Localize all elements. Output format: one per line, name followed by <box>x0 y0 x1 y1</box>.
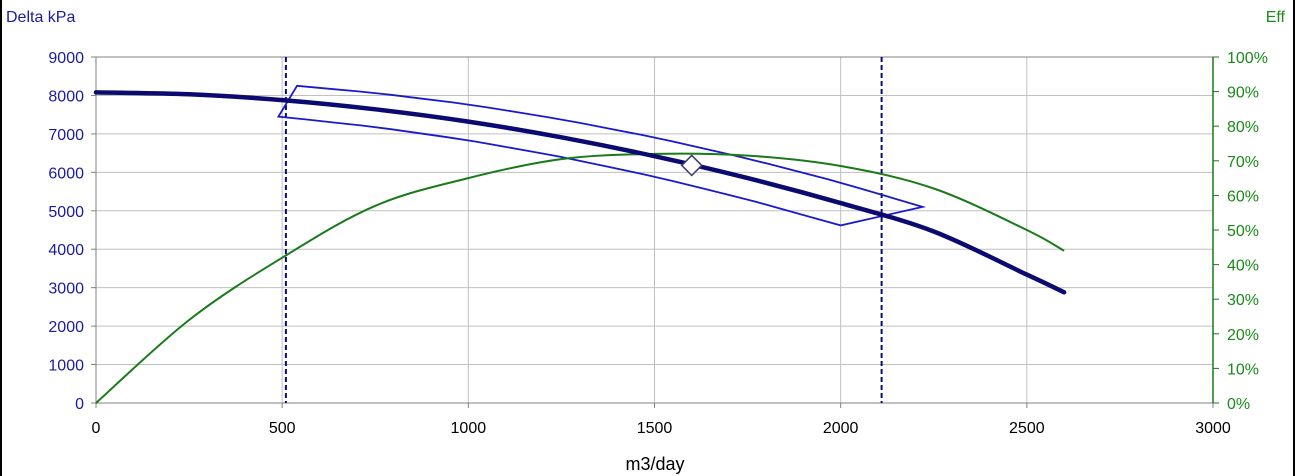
y-right-tick-label: 70% <box>1227 154 1259 171</box>
operating-point-marker <box>680 154 703 177</box>
y-right-tick-label: 10% <box>1227 361 1259 378</box>
y-right-tick-label: 0% <box>1227 396 1250 413</box>
x-tick-label: 2000 <box>823 420 859 437</box>
y-left-tick-label: 0 <box>75 396 84 413</box>
y-left-tick-label: 7000 <box>48 127 84 144</box>
x-axis-title: m3/day <box>625 454 684 474</box>
y-right-tick-label: 40% <box>1227 258 1259 275</box>
head-curve <box>93 90 1067 295</box>
x-tick-label: 0 <box>92 420 101 437</box>
y-right-tick-label: 20% <box>1227 327 1259 344</box>
x-tick-label: 3000 <box>1195 420 1231 437</box>
y-left-tick-label: 4000 <box>48 242 84 259</box>
x-tick-label: 2500 <box>1009 420 1045 437</box>
y-right-tick-label: 50% <box>1227 223 1259 240</box>
y-right-axis-title: Eff <box>1266 9 1286 26</box>
y-left-axis-title: Delta kPa <box>6 9 75 26</box>
x-tick-label: 1000 <box>451 420 487 437</box>
y-right-tick-label: 30% <box>1227 292 1259 309</box>
y-left-tick-label: 6000 <box>48 165 84 182</box>
y-left-tick-label: 5000 <box>48 204 84 221</box>
y-left-tick-label: 3000 <box>48 281 84 298</box>
axes <box>91 56 1219 408</box>
y-right-tick-label: 60% <box>1227 188 1259 205</box>
x-tick-label: 500 <box>269 420 296 437</box>
y-left-tick-label: 2000 <box>48 319 84 336</box>
y-right-tick-label: 80% <box>1227 119 1259 136</box>
grid-lines <box>95 56 1214 404</box>
efficiency-curve <box>95 152 1065 404</box>
tick-labels: 0 1000 2000 3000 4000 5000 6000 7000 8000 9000 0 50… <box>48 50 1268 437</box>
y-left-tick-label: 8000 <box>48 88 84 105</box>
series-layer <box>93 57 1067 404</box>
x-tick-label: 1500 <box>637 420 673 437</box>
y-left-tick-label: 9000 <box>48 50 84 67</box>
y-right-tick-label: 90% <box>1227 85 1259 102</box>
y-left-tick-label: 1000 <box>48 358 84 375</box>
y-right-tick-label: 100% <box>1227 50 1268 67</box>
